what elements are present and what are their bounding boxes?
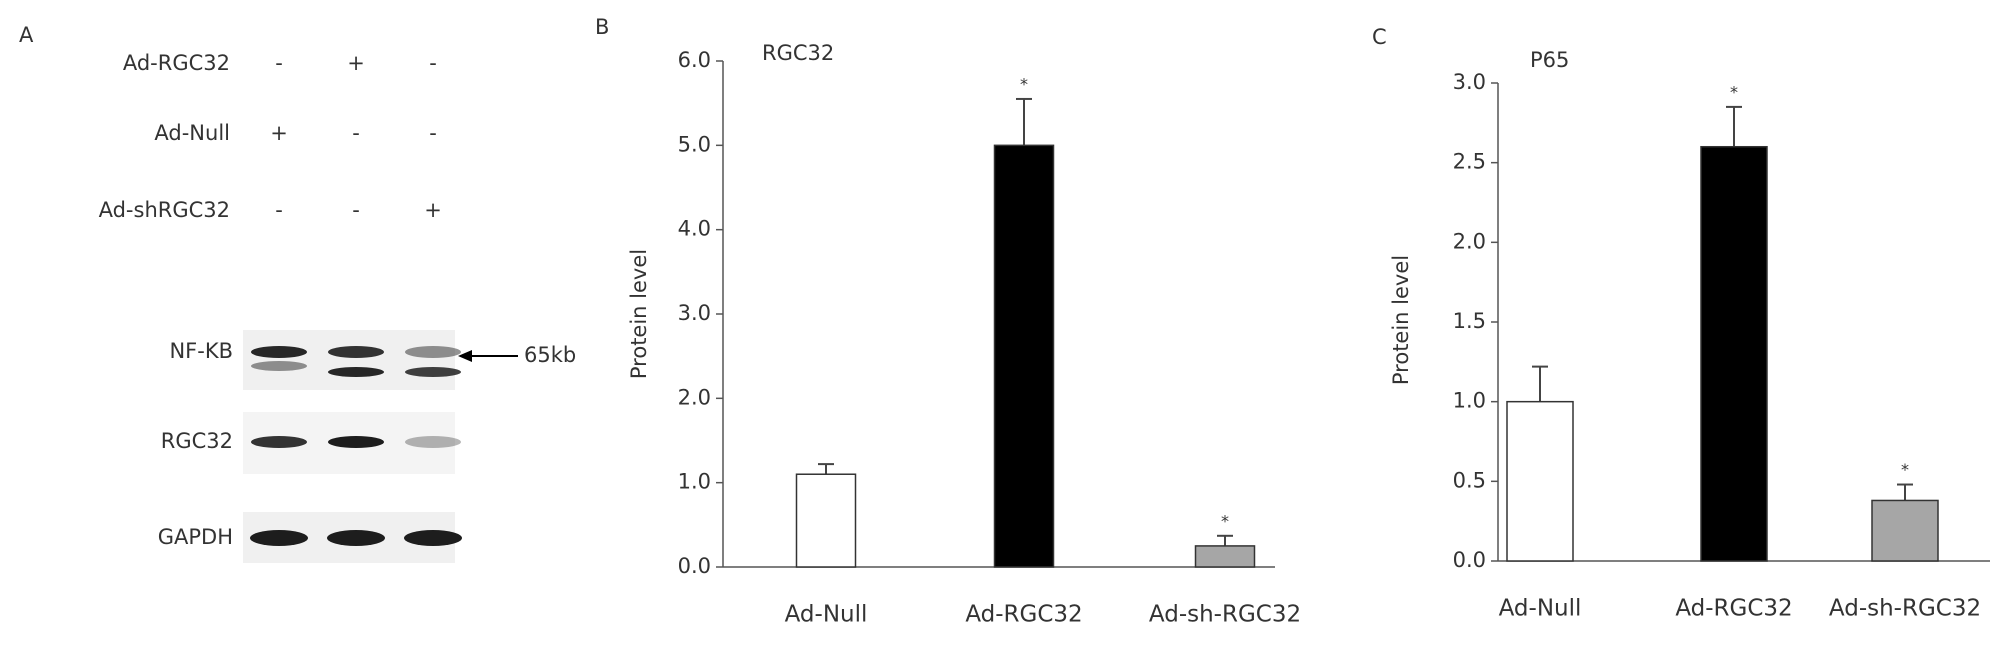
chart-title: P65 [1530,48,1569,72]
treatment-sign: - [429,121,437,145]
treatment-label: Ad-Null [154,121,230,145]
y-tick-label: 0.5 [1453,468,1486,492]
y-tick-label: 1.5 [1453,309,1486,333]
blot-band [404,530,462,546]
y-tick-label: 6.0 [678,48,711,72]
bar [1871,499,1939,562]
x-tick-label: Ad-RGC32 [1675,596,1792,622]
y-tick-label: 5.0 [678,132,711,156]
bar [795,473,857,568]
y-tick-label: 2.0 [678,385,711,409]
blot-band [405,346,461,358]
y-axis-label: Protein level [627,249,651,379]
treatment-label: Ad-shRGC32 [99,198,230,222]
treatment-label: Ad-RGC32 [123,51,230,75]
chart-title: RGC32 [762,41,834,65]
blot-band [405,436,461,448]
y-axis-label: Protein level [1389,255,1413,385]
treatment-sign: + [424,198,442,222]
bar [993,144,1055,568]
blot-band [251,346,307,358]
y-tick-label: 1.0 [678,470,711,494]
blot-images [243,330,462,563]
x-tick-label: Ad-Null [785,602,868,628]
y-tick-label: 2.5 [1453,150,1486,174]
blot-band [328,436,384,448]
significance-mark: * [1020,74,1028,93]
treatment-sign: - [275,198,283,222]
treatment-sign: - [429,51,437,75]
blot-band [251,436,307,448]
x-tick-label: Ad-Null [1499,596,1582,622]
x-tick-label: Ad-RGC32 [965,602,1082,628]
y-tick-label: 3.0 [678,301,711,325]
blot-band [251,361,307,371]
significance-mark: * [1221,511,1229,530]
treatment-sign: + [270,121,288,145]
protein-label: RGC32 [161,429,233,453]
protein-label: NF-KB [169,339,233,363]
arrow-head [458,350,472,362]
y-tick-label: 0.0 [1453,548,1486,572]
bar [1700,145,1768,562]
blot-band [250,530,308,546]
treatment-sign: + [347,51,365,75]
significance-mark: * [1730,82,1738,101]
y-tick-label: 1.0 [1453,389,1486,413]
blot-band [327,530,385,546]
blot-band [405,367,461,377]
y-tick-label: 4.0 [678,217,711,241]
x-tick-label: Ad-sh-RGC32 [1149,602,1301,628]
bar [1194,545,1256,568]
bar [1506,400,1574,562]
treatment-sign: - [275,51,283,75]
blot-band [328,367,384,377]
panel-label: B [595,15,609,39]
y-tick-label: 3.0 [1453,70,1486,94]
significance-mark: * [1901,460,1909,479]
panel-label: A [19,23,34,47]
x-tick-label: Ad-sh-RGC32 [1829,596,1981,622]
y-tick-label: 2.0 [1453,229,1486,253]
treatment-sign: - [352,198,360,222]
panel-label: C [1372,25,1387,49]
y-tick-label: 0.0 [678,554,711,578]
protein-label: GAPDH [158,525,233,549]
arrow-label: 65kb [524,343,576,367]
blot-band [328,346,384,358]
treatment-sign: - [352,121,360,145]
